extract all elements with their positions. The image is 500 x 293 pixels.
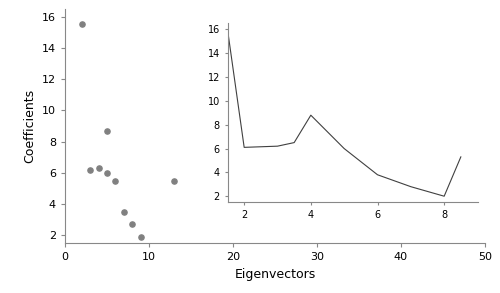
Y-axis label: Coefficients: Coefficients: [24, 89, 36, 163]
Point: [103, 128, 111, 133]
Point: [170, 178, 178, 183]
Point: [86, 167, 94, 172]
Point: [120, 209, 128, 214]
Point: [128, 222, 136, 227]
Point: [238, 178, 246, 183]
Point: [112, 178, 120, 183]
Point: [78, 22, 86, 27]
Point: [103, 171, 111, 175]
X-axis label: Eigenvectors: Eigenvectors: [234, 268, 316, 281]
Point: [94, 166, 102, 171]
Point: [136, 235, 144, 239]
